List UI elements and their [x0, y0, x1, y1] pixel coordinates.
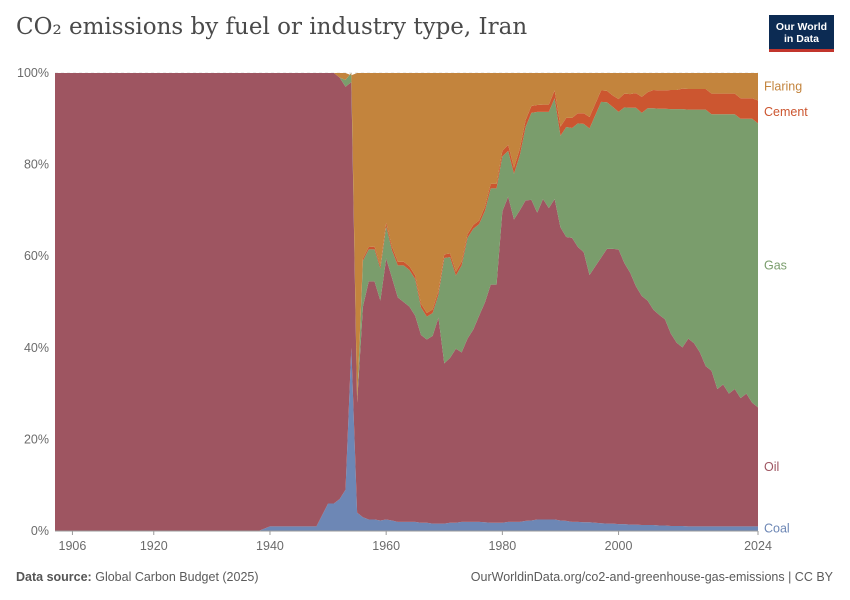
source-label: Data source:	[16, 570, 92, 584]
y-tick-label-40: 40%	[24, 341, 49, 355]
x-tick-label-2024: 2024	[744, 539, 772, 553]
logo-line-1: Our World	[775, 21, 828, 33]
y-tick-label-100: 100%	[17, 66, 49, 80]
y-tick-label-0: 0%	[31, 524, 49, 538]
x-tick-label-1980: 1980	[488, 539, 516, 553]
legend-label-flaring[interactable]: Flaring	[764, 80, 802, 94]
y-tick-label-20: 20%	[24, 432, 49, 446]
y-tick-label-80: 80%	[24, 158, 49, 172]
area-gas[interactable]	[55, 73, 758, 408]
y-tick-label-60: 60%	[24, 249, 49, 263]
area-oil[interactable]	[55, 73, 758, 531]
x-tick-label-1960: 1960	[372, 539, 400, 553]
x-tick-label-2000: 2000	[605, 539, 633, 553]
footer-url[interactable]: OurWorldinData.org/co2-and-greenhouse-ga…	[470, 570, 833, 584]
logo-line-2: in Data	[783, 33, 819, 45]
x-tick-label-1906: 1906	[59, 539, 87, 553]
stacked-areas	[55, 73, 758, 531]
chart-title: CO₂ emissions by fuel or industry type, …	[16, 14, 528, 40]
legend: Coal Oil Gas Cement Flaring	[764, 80, 808, 536]
area-cement[interactable]	[55, 73, 758, 403]
tick-labels: 0% 20% 40% 60% 80% 100% 1906 1920 1940 1960 1980 20…	[17, 66, 772, 553]
owid-logo[interactable]: Our World in Data	[769, 15, 834, 52]
footer-source: Data source: Global Carbon Budget (2025)	[16, 570, 259, 584]
legend-label-oil[interactable]: Oil	[764, 460, 779, 474]
x-tick-label-1920: 1920	[140, 539, 168, 553]
legend-label-cement[interactable]: Cement	[764, 105, 808, 119]
source-value[interactable]: Global Carbon Budget (2025)	[95, 570, 259, 584]
legend-label-coal[interactable]: Coal	[764, 522, 790, 536]
x-tick-label-1940: 1940	[256, 539, 284, 553]
legend-label-gas[interactable]: Gas	[764, 258, 787, 272]
area-flaring[interactable]	[55, 73, 758, 402]
